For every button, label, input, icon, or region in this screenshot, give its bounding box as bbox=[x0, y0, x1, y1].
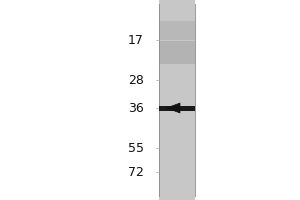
Bar bbox=[159, 106, 195, 110]
Text: 28: 28 bbox=[128, 73, 144, 86]
Text: 72: 72 bbox=[128, 166, 144, 178]
Polygon shape bbox=[167, 103, 180, 113]
Text: 17: 17 bbox=[128, 33, 144, 46]
Text: 36: 36 bbox=[128, 102, 144, 114]
Text: 55: 55 bbox=[128, 142, 144, 154]
